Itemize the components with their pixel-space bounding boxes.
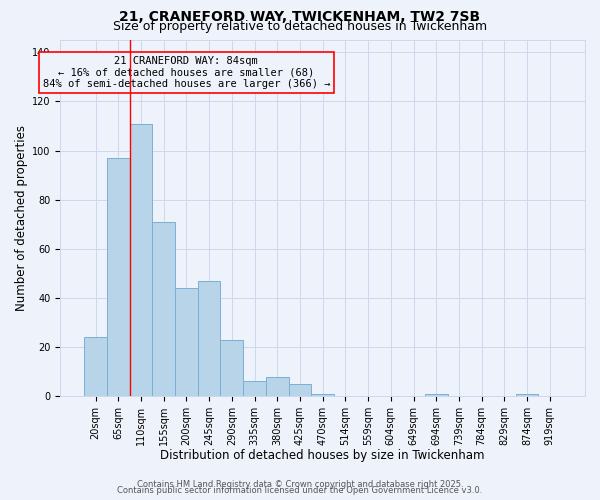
- Bar: [152, 222, 175, 396]
- Bar: [289, 384, 311, 396]
- Bar: [243, 382, 266, 396]
- Text: Size of property relative to detached houses in Twickenham: Size of property relative to detached ho…: [113, 20, 487, 33]
- Bar: [311, 394, 334, 396]
- Bar: [425, 394, 448, 396]
- Bar: [130, 124, 152, 396]
- Y-axis label: Number of detached properties: Number of detached properties: [15, 125, 28, 311]
- Bar: [266, 376, 289, 396]
- Text: Contains public sector information licensed under the Open Government Licence v3: Contains public sector information licen…: [118, 486, 482, 495]
- Bar: [220, 340, 243, 396]
- Bar: [175, 288, 198, 396]
- Text: Contains HM Land Registry data © Crown copyright and database right 2025.: Contains HM Land Registry data © Crown c…: [137, 480, 463, 489]
- Bar: [198, 281, 220, 396]
- Bar: [516, 394, 538, 396]
- X-axis label: Distribution of detached houses by size in Twickenham: Distribution of detached houses by size …: [160, 450, 485, 462]
- Text: 21, CRANEFORD WAY, TWICKENHAM, TW2 7SB: 21, CRANEFORD WAY, TWICKENHAM, TW2 7SB: [119, 10, 481, 24]
- Text: 21 CRANEFORD WAY: 84sqm
← 16% of detached houses are smaller (68)
84% of semi-de: 21 CRANEFORD WAY: 84sqm ← 16% of detache…: [43, 56, 330, 89]
- Bar: [107, 158, 130, 396]
- Bar: [84, 338, 107, 396]
